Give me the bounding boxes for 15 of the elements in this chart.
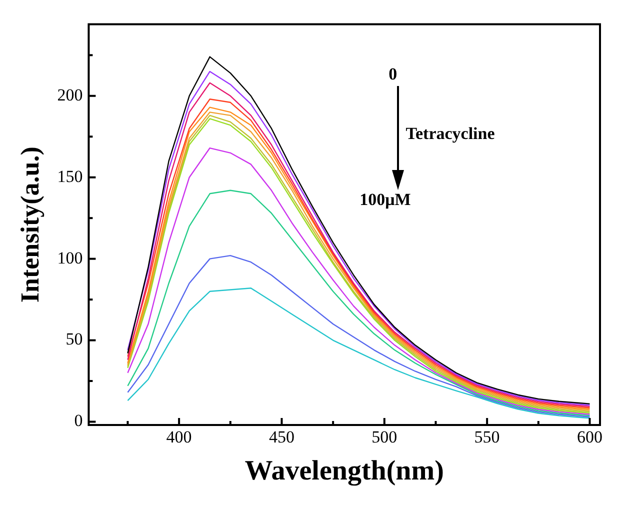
annotation: 100μM: [360, 190, 411, 209]
x-tick-label: 400: [166, 428, 192, 447]
y-tick-label: 50: [66, 330, 83, 349]
y-axis-title: Intensity(a.u.): [15, 146, 44, 303]
y-tick-label: 150: [57, 166, 83, 186]
x-tick-label: 600: [576, 428, 602, 447]
y-tick-label: 0: [74, 411, 83, 430]
annotation: Tetracycline: [406, 124, 496, 144]
x-axis-title: Wavelength(nm): [244, 455, 444, 486]
y-tick-label: 200: [57, 85, 83, 104]
x-tick-label: 450: [268, 428, 294, 447]
x-tick-label: 500: [372, 428, 398, 447]
annotation: 0: [388, 64, 398, 84]
y-tick-label: 100: [57, 248, 83, 268]
x-tick-label: 550: [474, 428, 500, 447]
